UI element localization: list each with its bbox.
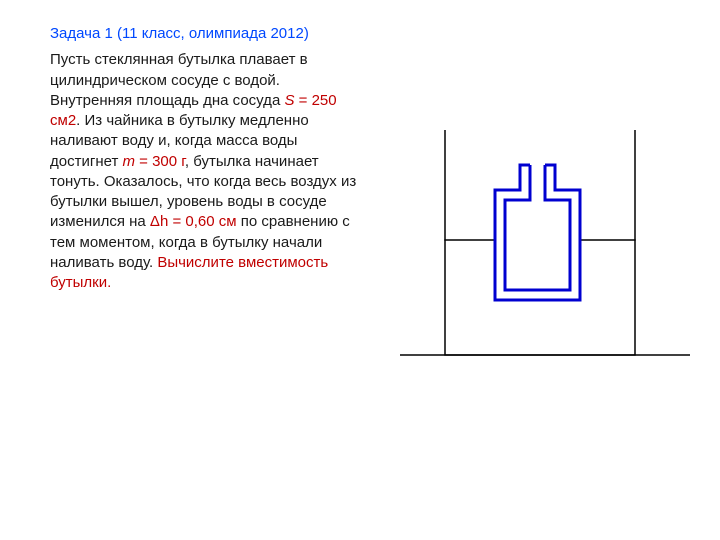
variable-s: S [284, 92, 294, 109]
text-column: Задача 1 (11 класс, олимпиада 2012) Пуст… [50, 24, 360, 293]
page: Задача 1 (11 класс, олимпиада 2012) Пуст… [0, 0, 720, 540]
diagram-svg [400, 110, 690, 370]
problem-body: Пусть стеклянная бутылка плавает в цилин… [50, 50, 360, 293]
value-m: = 300 г [135, 153, 185, 170]
text-segment: Пусть стеклянная бутылка плавает в цилин… [50, 51, 308, 109]
variable-m: m [122, 153, 135, 170]
diagram [400, 110, 690, 370]
value-dh: = 0,60 см [168, 213, 236, 230]
variable-dh: Δh [150, 213, 168, 230]
problem-title: Задача 1 (11 класс, олимпиада 2012) [50, 24, 360, 44]
